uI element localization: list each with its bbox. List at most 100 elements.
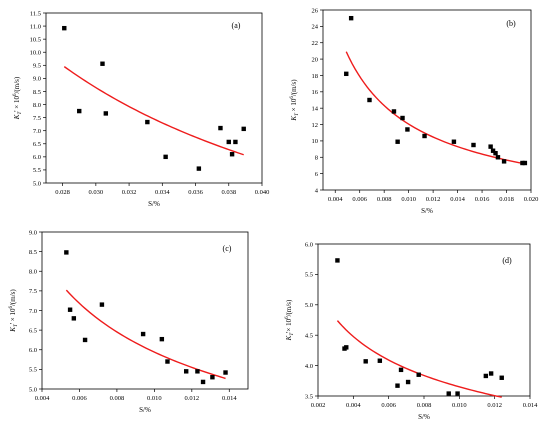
x-axis-label: S/%	[148, 200, 160, 208]
x-tick-label: 0.032	[122, 189, 137, 196]
data-point	[77, 108, 82, 114]
y-tick-label: 5.0	[33, 180, 41, 187]
data-point	[223, 370, 228, 375]
data-point	[471, 142, 476, 148]
data-point	[195, 369, 200, 374]
x-tick-label: 0.008	[417, 402, 432, 409]
y-tick-label: 9.0	[29, 229, 37, 236]
x-tick-label: 0.004	[35, 395, 50, 402]
panel-label: (d)	[502, 256, 512, 265]
data-point	[233, 139, 238, 145]
x-axis-label: S/%	[418, 413, 430, 421]
data-point	[483, 373, 489, 379]
data-point	[241, 126, 246, 132]
y-tick-label: 8.5	[33, 89, 41, 96]
panel-b: 0.004 0.006 0.008 0.010 0.012 0.014 0.016 0.018…	[290, 7, 538, 215]
y-tick-label: 7.5	[29, 288, 37, 295]
x-axis-label: S/%	[421, 207, 433, 215]
y-tick-label: 8.0	[29, 269, 37, 276]
y-tick-label: 7.0	[29, 308, 37, 315]
data-point	[395, 383, 400, 388]
x-tick-label: 0.004	[328, 196, 343, 203]
y-axis-label: KT' × 106/(m/s)	[13, 76, 23, 120]
panel-c: 0.004 0.006 0.008 0.010 0.012 0.014 5.0 5.5 6.0 6…	[9, 229, 249, 414]
data-point	[499, 375, 504, 380]
y-tick-label: 4	[315, 187, 319, 194]
y-tick-label: 5.5	[33, 167, 41, 174]
data-point	[451, 139, 457, 144]
y-tick-label: 18	[312, 73, 319, 80]
y-tick-label: 6.5	[29, 327, 37, 334]
data-point	[344, 71, 349, 77]
data-point	[493, 150, 498, 156]
y-tick-label: 12	[312, 122, 319, 129]
y-tick-label: 14	[312, 105, 319, 112]
data-point	[501, 159, 507, 164]
y-tick-label: 8.5	[29, 249, 37, 256]
data-point	[495, 155, 501, 160]
x-tick-label: 0.018	[499, 196, 514, 203]
data-point	[348, 15, 354, 21]
fit-curve	[336, 320, 502, 398]
x-tick-label: 0.028	[55, 189, 70, 196]
x-tick-label: 0.010	[147, 395, 162, 402]
data-point	[62, 25, 67, 31]
data-point	[455, 391, 460, 396]
y-tick-label: 6.0	[29, 347, 37, 354]
panel-label: (b)	[506, 19, 516, 28]
panel-label: (c)	[223, 244, 232, 253]
y-tick-label: 7.0	[33, 128, 41, 135]
data-point	[145, 119, 150, 125]
y-tick-label: 6.0	[33, 154, 41, 161]
data-point	[395, 139, 400, 144]
data-point	[140, 331, 146, 337]
data-point	[165, 359, 170, 364]
y-tick-label: 6	[315, 171, 319, 178]
data-point	[422, 133, 427, 139]
data-point	[520, 160, 525, 166]
x-tick-label: 0.006	[381, 402, 396, 409]
data-point	[226, 139, 231, 145]
data-point	[184, 369, 189, 374]
plot-frame	[317, 243, 531, 397]
x-tick-label: 0.012	[487, 402, 502, 409]
plot-frame	[45, 12, 263, 184]
y-axis-label: KT'× 106/(m/s)	[285, 299, 295, 341]
data-point	[200, 379, 206, 385]
plot-frame	[41, 231, 249, 390]
panel-d: 0.002 0.004 0.006 0.008 0.010 0.012 0.014 3.5 4.…	[285, 241, 538, 421]
data-point	[488, 144, 493, 149]
data-point	[99, 302, 105, 307]
data-point	[344, 345, 349, 350]
y-tick-label: 8	[315, 155, 318, 162]
y-tick-label: 10.5	[30, 36, 41, 43]
data-point	[363, 359, 368, 364]
data-point	[82, 337, 88, 343]
x-tick-label: 0.002	[311, 402, 326, 409]
data-point	[405, 379, 411, 385]
y-tick-label: 5.5	[29, 367, 37, 374]
panel-a: 0.028 0.030 0.032 0.034 0.036 0.038 0.040 5.0 5.…	[13, 10, 269, 208]
y-tick-label: 6.5	[33, 141, 41, 148]
data-point	[490, 148, 496, 153]
data-point	[159, 336, 165, 342]
y-tick-label: 16	[312, 89, 319, 96]
y-tick-label: 10	[312, 138, 319, 145]
y-axis-label: KT' × 106/(m/s)	[9, 289, 19, 333]
y-tick-label: 5.5	[305, 272, 313, 279]
data-point	[335, 258, 340, 263]
x-tick-label: 0.004	[346, 402, 361, 409]
data-point	[229, 152, 235, 157]
data-point	[163, 154, 168, 160]
data-point	[405, 127, 410, 132]
y-tick-label: 9.0	[33, 76, 41, 83]
x-tick-label: 0.006	[72, 395, 87, 402]
x-tick-label: 0.014	[222, 395, 237, 402]
data-point	[367, 97, 372, 103]
data-point	[210, 375, 215, 380]
y-axis-label: KT × 106/(m/s)	[290, 79, 300, 122]
data-point	[218, 125, 223, 131]
x-tick-label: 0.030	[89, 189, 104, 196]
x-tick-label: 0.014	[450, 196, 465, 203]
